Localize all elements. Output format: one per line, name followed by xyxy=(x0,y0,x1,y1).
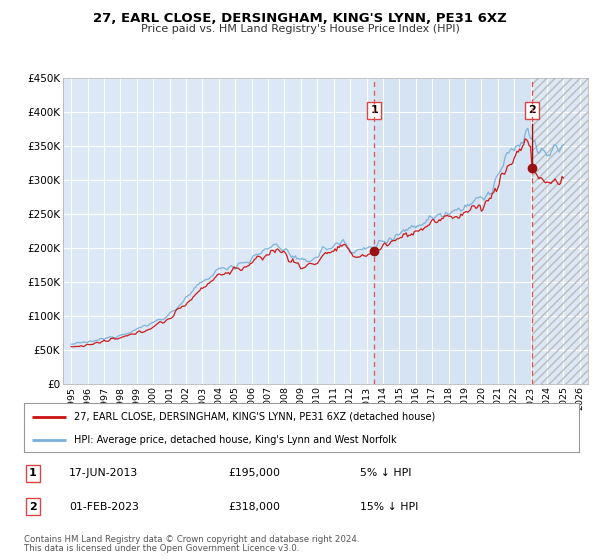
Text: £195,000: £195,000 xyxy=(228,468,280,478)
Text: Price paid vs. HM Land Registry's House Price Index (HPI): Price paid vs. HM Land Registry's House … xyxy=(140,24,460,34)
Text: This data is licensed under the Open Government Licence v3.0.: This data is licensed under the Open Gov… xyxy=(24,544,299,553)
Text: 2: 2 xyxy=(29,502,37,512)
Bar xyxy=(532,78,588,384)
Text: 01-FEB-2023: 01-FEB-2023 xyxy=(69,502,139,512)
Text: 27, EARL CLOSE, DERSINGHAM, KING'S LYNN, PE31 6XZ: 27, EARL CLOSE, DERSINGHAM, KING'S LYNN,… xyxy=(93,12,507,25)
Text: £318,000: £318,000 xyxy=(228,502,280,512)
Text: HPI: Average price, detached house, King's Lynn and West Norfolk: HPI: Average price, detached house, King… xyxy=(74,435,397,445)
Text: 27, EARL CLOSE, DERSINGHAM, KING'S LYNN, PE31 6XZ (detached house): 27, EARL CLOSE, DERSINGHAM, KING'S LYNN,… xyxy=(74,412,435,422)
Bar xyxy=(374,78,532,384)
Text: Contains HM Land Registry data © Crown copyright and database right 2024.: Contains HM Land Registry data © Crown c… xyxy=(24,535,359,544)
Text: 5% ↓ HPI: 5% ↓ HPI xyxy=(360,468,412,478)
Text: 1: 1 xyxy=(29,468,37,478)
Text: 2: 2 xyxy=(528,105,536,115)
Text: 1: 1 xyxy=(370,105,378,115)
Text: 15% ↓ HPI: 15% ↓ HPI xyxy=(360,502,418,512)
Bar xyxy=(532,78,588,384)
Text: 17-JUN-2013: 17-JUN-2013 xyxy=(69,468,138,478)
